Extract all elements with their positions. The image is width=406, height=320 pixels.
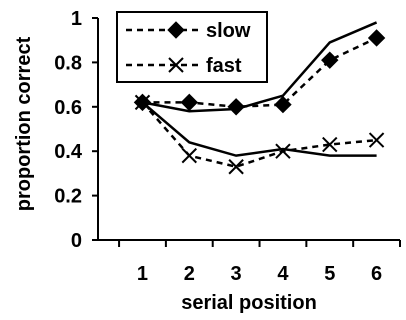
x-tick-label: 1 xyxy=(137,263,148,285)
x-marker-stroke xyxy=(168,57,184,73)
legend-marker xyxy=(168,57,184,73)
series-fast xyxy=(134,94,385,175)
legend-entry-slow: slow xyxy=(126,20,251,42)
data-point xyxy=(322,136,338,153)
legend-label: slow xyxy=(206,20,251,42)
x-tick-label: 5 xyxy=(324,263,335,285)
x-tick-label: 3 xyxy=(231,263,242,285)
series-line xyxy=(141,101,377,157)
chart-series xyxy=(133,21,386,175)
y-tick-label: 1 xyxy=(71,8,82,30)
x-tick-label: 2 xyxy=(184,263,195,285)
y-tick-label: 0 xyxy=(71,230,82,252)
series-model-2 xyxy=(142,21,378,113)
data-point xyxy=(181,147,198,164)
series-line xyxy=(142,21,378,113)
series-model-3 xyxy=(141,101,377,157)
series-line xyxy=(142,36,378,109)
legend-label: fast xyxy=(206,55,242,77)
data-point xyxy=(275,143,291,159)
series-line xyxy=(141,101,377,169)
data-point xyxy=(227,98,245,116)
x-marker-stroke xyxy=(228,159,244,175)
legend-frame xyxy=(116,11,268,83)
data-point xyxy=(321,51,339,69)
legend-marker xyxy=(167,21,185,39)
y-tick-label: 0.4 xyxy=(54,141,83,163)
data-point xyxy=(180,93,199,112)
data-point xyxy=(228,159,244,175)
x-tick-label: 4 xyxy=(277,263,289,285)
chart-legend: slow fast xyxy=(116,11,268,83)
chart-axes: 0 0.2 0.4 0.6 0.8 1 1 2 3 4 5 6 xyxy=(54,8,401,285)
x-marker-stroke xyxy=(275,143,291,159)
y-tick-label: 0.8 xyxy=(54,52,82,74)
legend-entry-fast: fast xyxy=(126,55,242,77)
x-marker-stroke xyxy=(181,147,198,164)
x-tick-label: 6 xyxy=(371,263,382,285)
y-axis-label: proportion correct xyxy=(13,36,35,211)
x-marker-stroke xyxy=(322,136,338,153)
data-point xyxy=(367,29,386,47)
data-point xyxy=(368,132,385,148)
x-marker-stroke xyxy=(368,132,385,148)
y-tick-label: 0.2 xyxy=(54,186,82,208)
x-axis-label: serial position xyxy=(181,292,317,314)
data-point xyxy=(274,95,292,114)
y-tick-label: 0.6 xyxy=(54,97,82,119)
